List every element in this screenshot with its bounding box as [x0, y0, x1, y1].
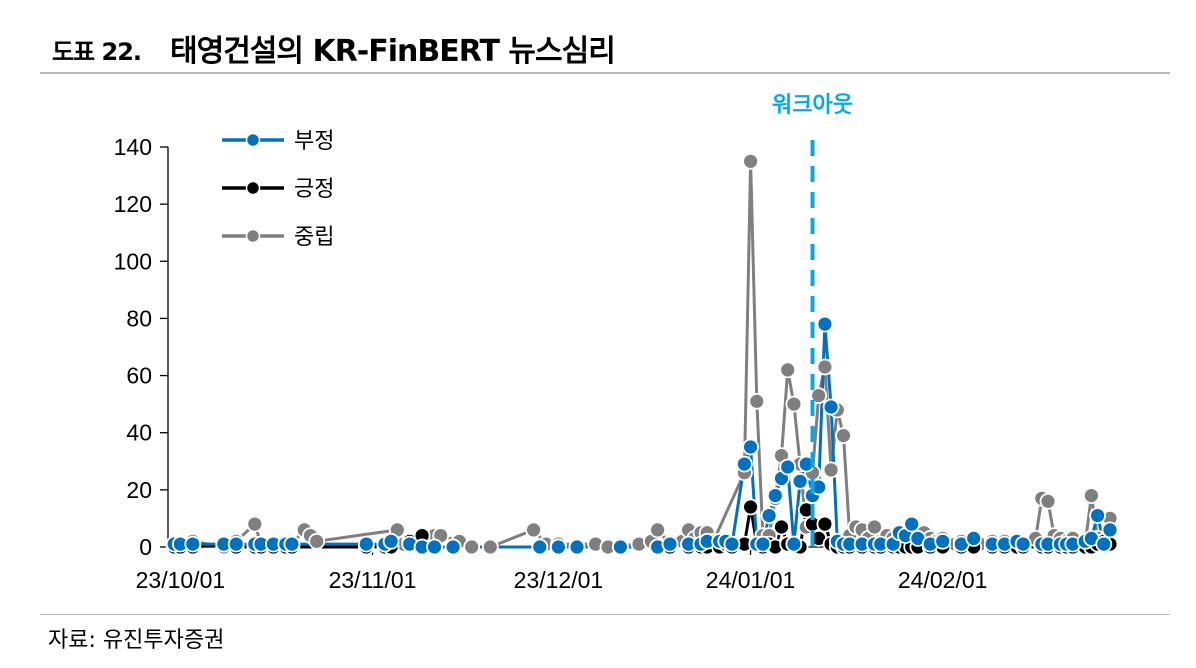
figure-number: 도표 22. — [52, 38, 142, 66]
data-point-negative — [736, 455, 753, 473]
data-point-neutral — [779, 361, 797, 379]
data-point-neutral — [308, 532, 326, 550]
data-point-negative — [357, 535, 375, 553]
x-tick-label: 23/11/01 — [329, 567, 417, 593]
legend-label-positive: 긍정 — [294, 177, 334, 202]
data-point-neutral — [816, 358, 834, 376]
data-point-negative — [934, 532, 952, 550]
data-point-neutral — [649, 521, 666, 539]
x-tick-label: 24/02/01 — [898, 567, 988, 593]
y-tick-label: 100 — [114, 248, 152, 274]
data-point-neutral — [866, 518, 883, 536]
data-point-negative — [822, 398, 840, 416]
y-tick-label: 60 — [126, 363, 152, 389]
data-point-negative — [531, 538, 549, 556]
data-point-negative — [760, 507, 778, 524]
data-point-neutral — [822, 461, 840, 479]
footer-divider — [40, 614, 1170, 615]
data-point-negative — [1014, 535, 1032, 553]
data-point-negative — [382, 532, 400, 550]
data-point-neutral — [525, 521, 542, 539]
figure-title: 태영건설의 KR-FinBERT 뉴스심리 — [170, 34, 616, 69]
data-point-negative — [283, 535, 301, 553]
data-point-negative — [791, 472, 809, 490]
data-point-negative — [1101, 521, 1119, 539]
data-point-negative — [785, 535, 803, 553]
data-point-positive — [773, 518, 790, 536]
data-point-neutral — [742, 152, 759, 170]
data-point-negative — [965, 530, 983, 547]
legend-label-neutral: 중립 — [294, 225, 334, 250]
series-line-negative — [174, 322, 1112, 549]
data-point-neutral — [748, 392, 766, 410]
x-tick-label: 24/01/01 — [706, 567, 796, 593]
data-point-neutral — [1039, 492, 1057, 510]
data-point-negative — [754, 535, 772, 553]
legend-marker-negative — [245, 132, 261, 148]
data-point-negative — [184, 535, 202, 553]
data-point-negative — [742, 438, 759, 456]
legend-marker-neutral — [245, 228, 261, 244]
x-tick-label: 23/10/01 — [136, 567, 226, 593]
y-tick-label: 40 — [126, 420, 152, 446]
legend-label-negative: 부정 — [294, 129, 334, 154]
data-point-neutral — [810, 387, 828, 405]
data-point-negative — [779, 458, 797, 476]
y-tick-label: 120 — [114, 191, 152, 217]
series-line-neutral — [173, 159, 1112, 549]
y-tick-label: 140 — [114, 134, 152, 160]
data-point-negative — [1095, 535, 1113, 553]
x-tick-label: 23/12/01 — [514, 567, 604, 593]
data-point-negative — [426, 538, 443, 556]
data-point-positive — [816, 515, 834, 533]
workout-annotation-label: 워크아웃 — [772, 93, 853, 118]
data-point-negative — [661, 535, 679, 553]
data-point-negative — [444, 538, 462, 556]
data-point-negative — [766, 487, 784, 505]
y-tick-label: 20 — [126, 477, 152, 503]
data-point-negative — [612, 538, 629, 556]
y-tick-label: 80 — [126, 305, 152, 331]
data-point-negative — [568, 538, 586, 556]
data-point-positive — [742, 498, 759, 516]
figure-header: 도표 22. 태영건설의 KR-FinBERT 뉴스심리 — [40, 18, 1170, 74]
legend-marker-positive — [245, 180, 261, 196]
data-point-negative — [723, 535, 741, 553]
data-point-negative — [816, 315, 834, 333]
data-point-negative — [1089, 507, 1106, 524]
data-point-neutral — [1083, 487, 1100, 505]
data-point-neutral — [785, 395, 803, 413]
y-tick-label: 0 — [139, 534, 152, 560]
data-point-neutral — [835, 427, 852, 445]
data-point-negative — [227, 535, 245, 553]
data-point-neutral — [463, 538, 481, 556]
data-point-neutral — [481, 538, 499, 556]
source-note: 자료: 유진투자증권 — [48, 628, 225, 653]
data-point-neutral — [246, 515, 264, 533]
data-point-negative — [550, 538, 567, 556]
data-point-negative — [903, 515, 921, 533]
